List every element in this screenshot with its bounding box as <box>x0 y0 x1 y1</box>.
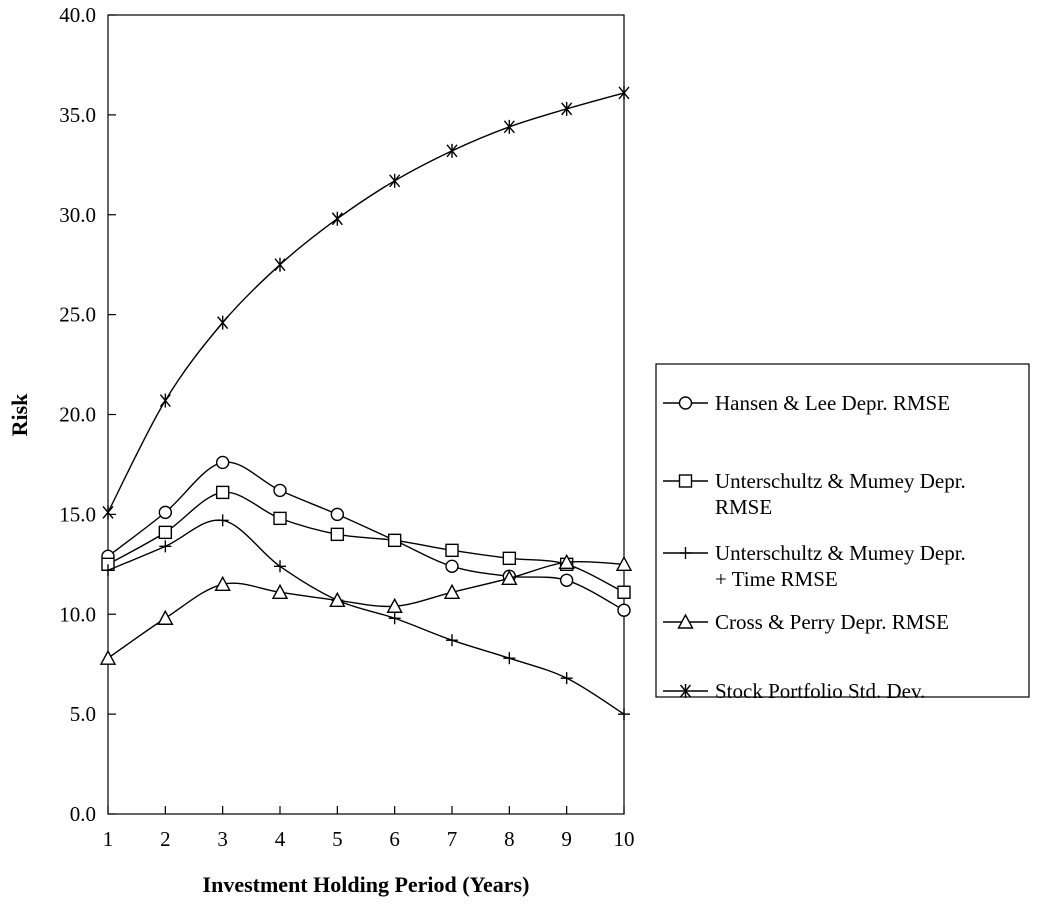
data-point-star <box>503 119 515 134</box>
x-tick-label: 5 <box>332 827 343 851</box>
y-tick-label: 40.0 <box>59 3 96 27</box>
series-layer <box>99 85 633 721</box>
series-line <box>107 92 625 513</box>
data-point-triangle <box>99 649 117 665</box>
legend-entry-5: Stock Portfolio Std. Dev. <box>663 679 925 703</box>
x-tick-label: 2 <box>160 827 171 851</box>
series-line <box>107 491 625 593</box>
series-2 <box>101 485 631 599</box>
legend-entry-3: Unterschultz & Mumey Depr.+ Time RMSE <box>663 541 966 591</box>
data-point-star <box>331 211 343 226</box>
data-point-circle <box>158 505 173 520</box>
series-4 <box>99 553 633 665</box>
series-line <box>107 560 625 659</box>
data-point-star <box>217 315 229 330</box>
data-point-triangle <box>443 583 461 599</box>
axis-ticks: 0.0 5.0 10.0 15.0 20.0 25.0 30.0 35.0 40.0 1 2 3 4 5 6… <box>59 3 634 851</box>
data-point-circle <box>445 559 459 574</box>
legend-label: Hansen & Lee Depr. RMSE <box>715 391 950 415</box>
data-point-plus <box>102 564 114 577</box>
data-point-square <box>158 525 173 540</box>
data-point-square <box>215 485 230 500</box>
data-point-plus <box>388 612 401 625</box>
y-tick-label: 15.0 <box>59 502 96 526</box>
y-tick-label: 20.0 <box>59 403 96 427</box>
legend-label: Cross & Perry Depr. RMSE <box>715 610 949 634</box>
data-point-plus <box>159 540 172 553</box>
data-point-circle <box>617 603 631 617</box>
y-tick-label: 5.0 <box>70 702 96 726</box>
data-point-circle <box>330 507 345 522</box>
data-point-square <box>617 585 631 599</box>
legend-box <box>655 363 1030 698</box>
data-point-triangle <box>558 553 575 570</box>
data-point-triangle <box>615 555 633 572</box>
data-point-plus <box>503 652 516 665</box>
legend-entry-4: Cross & Perry Depr. RMSE <box>663 610 949 634</box>
legend: Hansen & Lee Depr. RMSE Unterschultz & Mu… <box>655 363 1030 703</box>
x-axis-title: Investment Holding Period (Years) <box>203 872 530 897</box>
data-point-plus <box>618 708 630 721</box>
x-tick-label: 10 <box>614 827 635 851</box>
legend-label: Unterschultz & Mumey Depr. <box>715 469 966 493</box>
y-tick-label: 35.0 <box>59 103 96 127</box>
data-point-star <box>446 143 458 158</box>
data-point-triangle <box>677 613 694 629</box>
legend-entry-2: Unterschultz & Mumey Depr.RMSE <box>663 469 966 519</box>
legend-label: Unterschultz & Mumey Depr. <box>715 541 966 565</box>
data-point-circle <box>559 573 574 587</box>
y-tick-label: 10.0 <box>59 602 96 626</box>
data-point-plus <box>446 634 458 647</box>
x-tick-label: 8 <box>504 827 515 851</box>
plot-area <box>107 14 625 815</box>
data-point-square <box>678 474 693 488</box>
x-tick-label: 6 <box>389 827 400 851</box>
series-line <box>107 519 625 715</box>
data-point-star <box>102 505 114 520</box>
data-point-triangle <box>157 609 174 625</box>
data-point-star <box>389 173 401 188</box>
y-tick-label: 25.0 <box>59 303 96 327</box>
series-1 <box>101 455 631 617</box>
data-point-star <box>159 393 171 408</box>
data-point-square <box>330 527 345 542</box>
data-point-plus <box>274 560 286 573</box>
data-point-star <box>561 101 573 116</box>
data-point-star <box>274 257 286 272</box>
data-point-square <box>502 551 517 566</box>
series-line <box>107 461 625 611</box>
data-point-square <box>445 543 459 558</box>
data-point-star <box>679 684 692 698</box>
legend-label: + Time RMSE <box>715 567 838 591</box>
data-point-plus <box>216 514 229 527</box>
data-point-circle <box>273 483 287 498</box>
data-point-square <box>387 533 402 548</box>
x-tick-label: 3 <box>217 827 228 851</box>
y-tick-label: 0.0 <box>70 802 96 826</box>
y-axis-title: Risk <box>7 393 32 437</box>
data-point-triangle <box>329 591 346 607</box>
data-point-triangle <box>501 569 518 585</box>
data-point-triangle <box>214 575 231 591</box>
data-point-circle <box>678 396 693 410</box>
data-point-star <box>618 85 630 100</box>
legend-label: RMSE <box>715 495 772 519</box>
data-point-circle <box>215 455 230 470</box>
data-point-triangle <box>386 597 403 613</box>
y-tick-label: 30.0 <box>59 203 96 227</box>
series-5 <box>102 85 630 520</box>
x-tick-label: 9 <box>561 827 572 851</box>
x-tick-label: 7 <box>447 827 458 851</box>
data-point-plus <box>679 547 692 559</box>
series-3 <box>102 514 630 721</box>
data-point-square <box>273 511 287 526</box>
data-point-plus <box>560 672 573 685</box>
x-tick-label: 1 <box>103 827 114 851</box>
x-tick-label: 4 <box>275 827 286 851</box>
data-point-triangle <box>271 583 289 599</box>
legend-label: Stock Portfolio Std. Dev. <box>715 679 925 703</box>
legend-entry-1: Hansen & Lee Depr. RMSE <box>663 391 950 415</box>
